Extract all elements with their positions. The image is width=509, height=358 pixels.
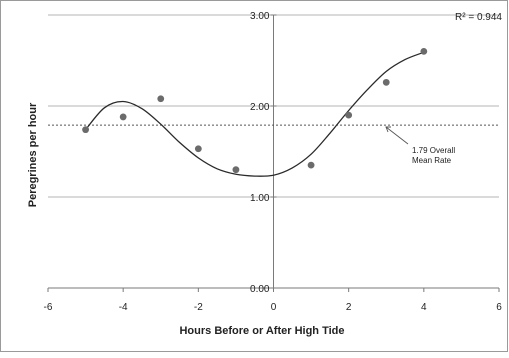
data-point [420,48,428,55]
x-tick-label: -2 [194,302,203,313]
r-squared-label: R² = 0.944 [455,12,502,23]
mean-annotation-line2: Mean Rate [412,156,452,165]
data-point [194,145,202,153]
trendline-layer [85,51,425,177]
x-tick-label: 0 [271,302,277,313]
mean-annotation-arrow [385,126,409,145]
data-point [382,78,390,86]
mean-annotation-arrowhead [385,126,391,133]
data-point [307,161,315,169]
y-tick-label: 1.00 [250,193,270,204]
tick-label-layer: 0.00 1.00 2.00 3.00 -6 -4 -2 0 2 4 6 [44,11,503,313]
data-point [232,166,240,174]
mean-annotation-line1: 1.79 Overall [412,146,455,155]
x-axis-label: Hours Before or After High Tide [179,325,344,337]
point-layer [82,48,428,174]
y-tick-label: 2.00 [250,102,270,113]
x-tick-label: 2 [346,302,352,313]
data-point [345,111,353,119]
x-tick-label: -6 [44,302,53,313]
x-tick-label: 4 [421,302,427,313]
trendline-curve [85,51,425,177]
data-point [119,113,127,121]
x-tick-label: -4 [119,302,128,313]
data-point [82,126,89,134]
y-tick-label: 0.00 [250,284,270,295]
x-tick-label: 6 [496,302,502,313]
y-tick-label: 3.00 [250,11,270,22]
data-point [157,95,165,103]
y-axis-label: Peregrines per hour [27,102,39,207]
